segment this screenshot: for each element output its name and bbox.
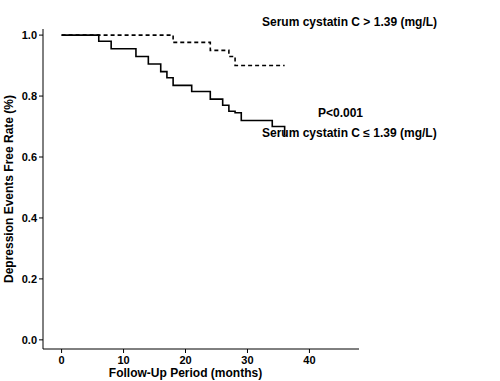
x-tick-label: 30	[241, 354, 253, 366]
y-axis-title: Depression Events Free Rate (%)	[2, 95, 16, 283]
y-tick-label: 0.4	[22, 212, 38, 224]
x-tick	[123, 349, 124, 353]
x-tick-label: 0	[59, 354, 65, 366]
x-tick-label: 10	[117, 354, 129, 366]
survival-curve	[62, 35, 285, 65]
y-tick-label: 0.2	[22, 273, 37, 285]
x-tick	[247, 349, 248, 353]
x-tick	[61, 349, 62, 353]
y-tick	[39, 278, 43, 279]
x-tick-label: 20	[179, 354, 191, 366]
x-tick	[309, 349, 310, 353]
series-label: Serum cystatin C > 1.39 (mg/L)	[262, 15, 437, 29]
y-tick	[39, 339, 43, 340]
survival-curve	[62, 35, 285, 136]
x-tick	[185, 349, 186, 353]
y-tick-label: 0.6	[22, 151, 37, 163]
plot-area	[62, 35, 285, 136]
chart: 0.0 0.2 0.4 0.6 0.8 1.0 0 10 20 30 40 Follow-Up Per…	[0, 0, 500, 381]
y-tick-label: 0.0	[22, 334, 37, 346]
x-tick-label: 40	[303, 354, 315, 366]
y-tick	[39, 35, 43, 36]
y-tick-label: 0.8	[22, 90, 37, 102]
annotation: P<0.001	[318, 106, 363, 120]
y-tick	[39, 157, 43, 158]
series-label: Serum cystatin C ≤ 1.39 (mg/L)	[262, 126, 437, 140]
y-tick-label: 1.0	[22, 29, 37, 41]
y-axis	[43, 29, 44, 349]
y-tick	[39, 96, 43, 97]
y-tick	[39, 217, 43, 218]
x-axis	[43, 349, 359, 350]
x-axis-title: Follow-Up Period (months)	[109, 366, 262, 380]
